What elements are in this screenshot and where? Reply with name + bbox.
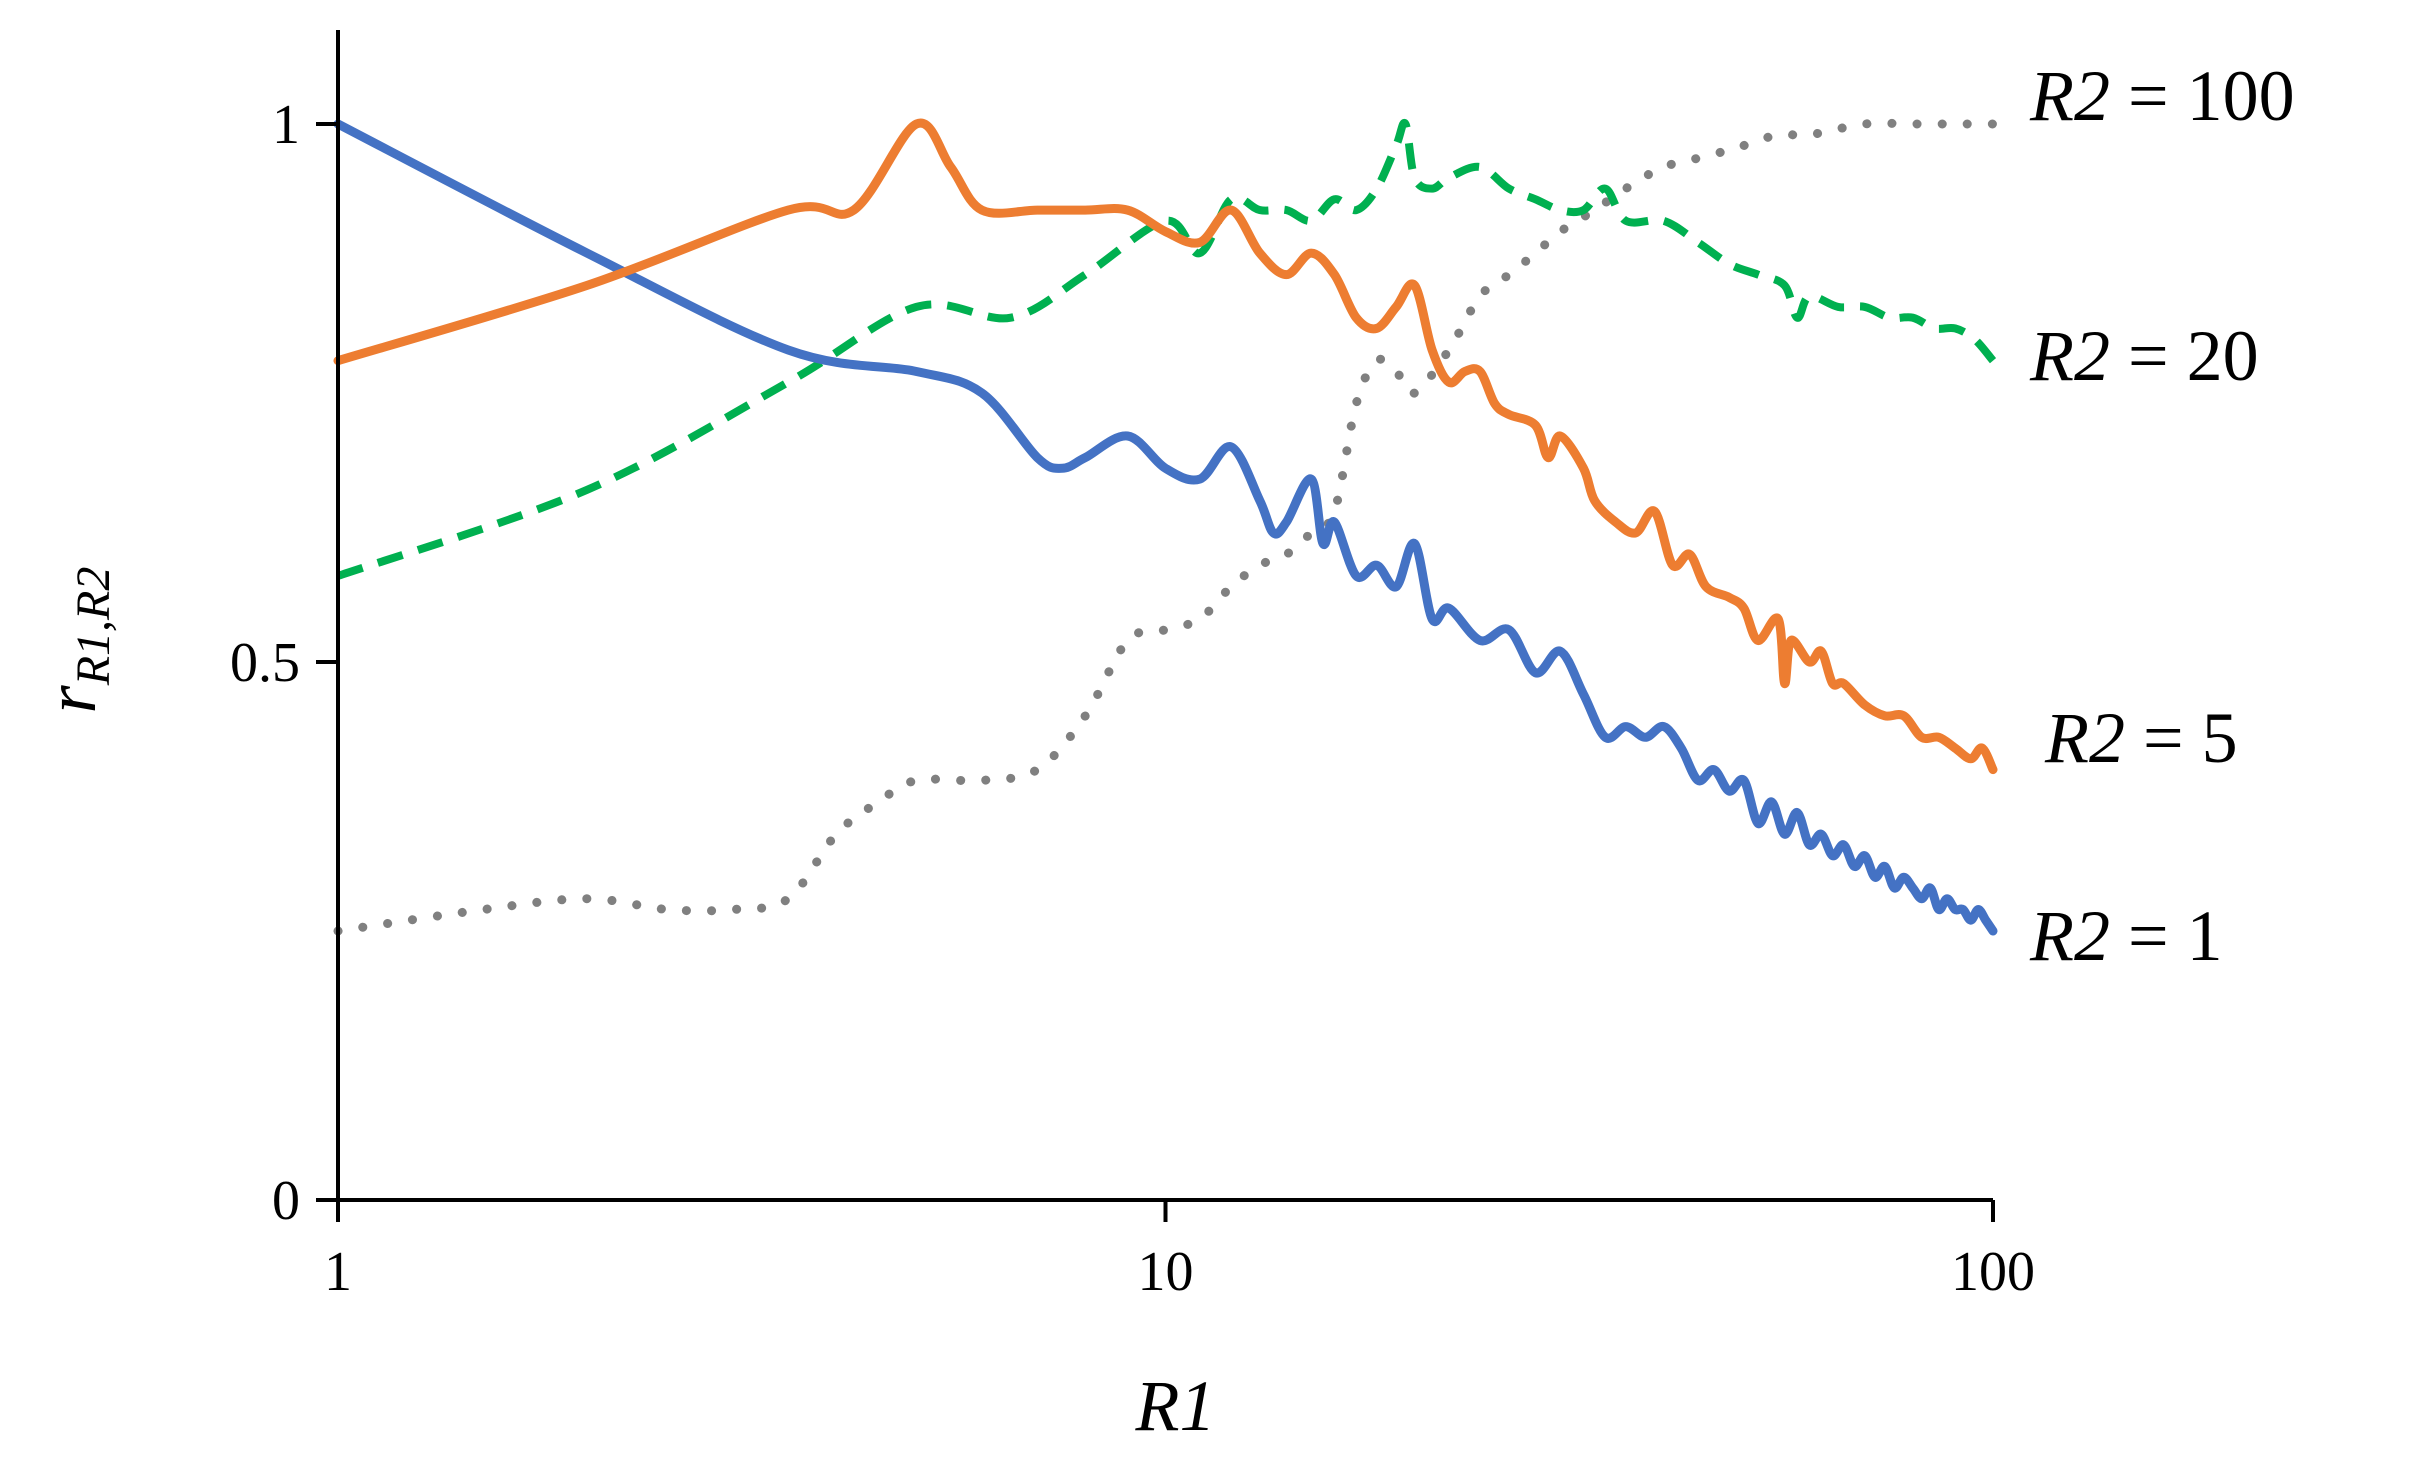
y-axis-title-main: r bbox=[31, 684, 111, 713]
series-label-op: = bbox=[2110, 56, 2187, 136]
series-layer bbox=[333, 118, 1998, 936]
series-label-5: R2 = 5 bbox=[2044, 698, 2238, 778]
y-tick-label: 0.5 bbox=[230, 632, 300, 694]
y-axis-title: rR1,R2 bbox=[31, 567, 120, 714]
axes-layer bbox=[316, 30, 1993, 1202]
series-label-val: 20 bbox=[2187, 316, 2259, 396]
series-label-var: R2 bbox=[2029, 896, 2110, 976]
series-label-var: R2 bbox=[2044, 698, 2125, 778]
series-line-5 bbox=[333, 118, 1998, 775]
series-label-1: R2 = 1 bbox=[2029, 896, 2223, 976]
series-line-100 bbox=[333, 118, 1998, 936]
series-label-var: R2 bbox=[2029, 316, 2110, 396]
series-label-var: R2 bbox=[2029, 56, 2110, 136]
ticks-layer: 0 0.5 1 1 10 100 bbox=[230, 94, 2035, 1303]
x-tick-label: 100 bbox=[1951, 1241, 2035, 1303]
series-label-val: 1 bbox=[2187, 896, 2223, 976]
series-label-op: = bbox=[2110, 316, 2187, 396]
series-label-op: = bbox=[2110, 896, 2187, 976]
series-label-val: 5 bbox=[2202, 698, 2238, 778]
series-label-val: 100 bbox=[2187, 56, 2295, 136]
series-label-20: R2 = 20 bbox=[2029, 316, 2259, 396]
y-tick-label: 1 bbox=[272, 94, 300, 156]
series-line-1 bbox=[333, 119, 1998, 936]
x-tick-label: 10 bbox=[1138, 1241, 1194, 1303]
y-tick-label: 0 bbox=[272, 1170, 300, 1232]
x-tick-label: 1 bbox=[324, 1241, 352, 1303]
series-label-op: = bbox=[2125, 698, 2202, 778]
x-axis-title: R1 bbox=[1135, 1366, 1216, 1446]
series-label-100: R2 = 100 bbox=[2029, 56, 2295, 136]
series-line-20 bbox=[336, 118, 1997, 580]
y-axis-title-subscript: R1,R2 bbox=[67, 567, 120, 687]
